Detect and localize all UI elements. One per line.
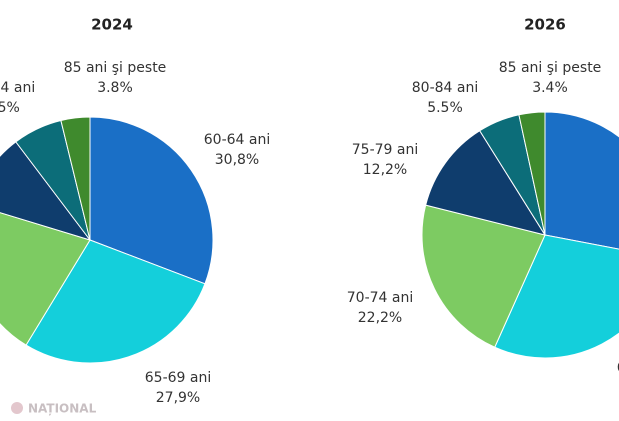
pie-slice bbox=[60, 116, 91, 241]
slice-value-label: 6.5% bbox=[0, 100, 20, 116]
pie-slice bbox=[494, 234, 619, 359]
pie-slice bbox=[544, 111, 619, 250]
slice-category-label: 75-79 ani bbox=[352, 142, 418, 158]
chart-title: 2026 bbox=[524, 16, 566, 34]
slice-category-label: 80-84 ani bbox=[0, 80, 35, 96]
chart-title: 2024 bbox=[91, 16, 133, 34]
slice-value-label: 5.5% bbox=[427, 100, 463, 116]
slice-category-label: 85 ani şi peste bbox=[499, 60, 602, 76]
slice-category-label: 85 ani şi peste bbox=[64, 60, 167, 76]
pie-slice bbox=[0, 212, 91, 346]
watermark-icon bbox=[11, 402, 23, 414]
pie-slice bbox=[0, 141, 92, 241]
slice-value-label: 22,2% bbox=[358, 310, 402, 326]
slice-category-label: 80-84 ani bbox=[412, 80, 478, 96]
pie-slice bbox=[421, 204, 546, 348]
pie-slice bbox=[89, 116, 214, 285]
slice-category-label: 65-69 ani bbox=[617, 360, 619, 376]
slice-category-label: 65-69 ani bbox=[145, 370, 211, 386]
watermark: NAȚIONAL bbox=[28, 402, 97, 416]
slice-value-label: 3.8% bbox=[97, 80, 133, 96]
pie-slice bbox=[518, 111, 546, 236]
slice-value-label: 27,9% bbox=[156, 390, 200, 406]
slice-value-label: 30,8% bbox=[215, 152, 259, 168]
pie-slice bbox=[425, 130, 547, 236]
slice-value-label: 3.4% bbox=[532, 80, 568, 96]
pie-slice bbox=[25, 239, 206, 364]
slice-value-label: 12,2% bbox=[363, 162, 407, 178]
slice-category-label: 60-64 ani bbox=[204, 132, 270, 148]
slice-category-label: 70-74 ani bbox=[347, 290, 413, 306]
